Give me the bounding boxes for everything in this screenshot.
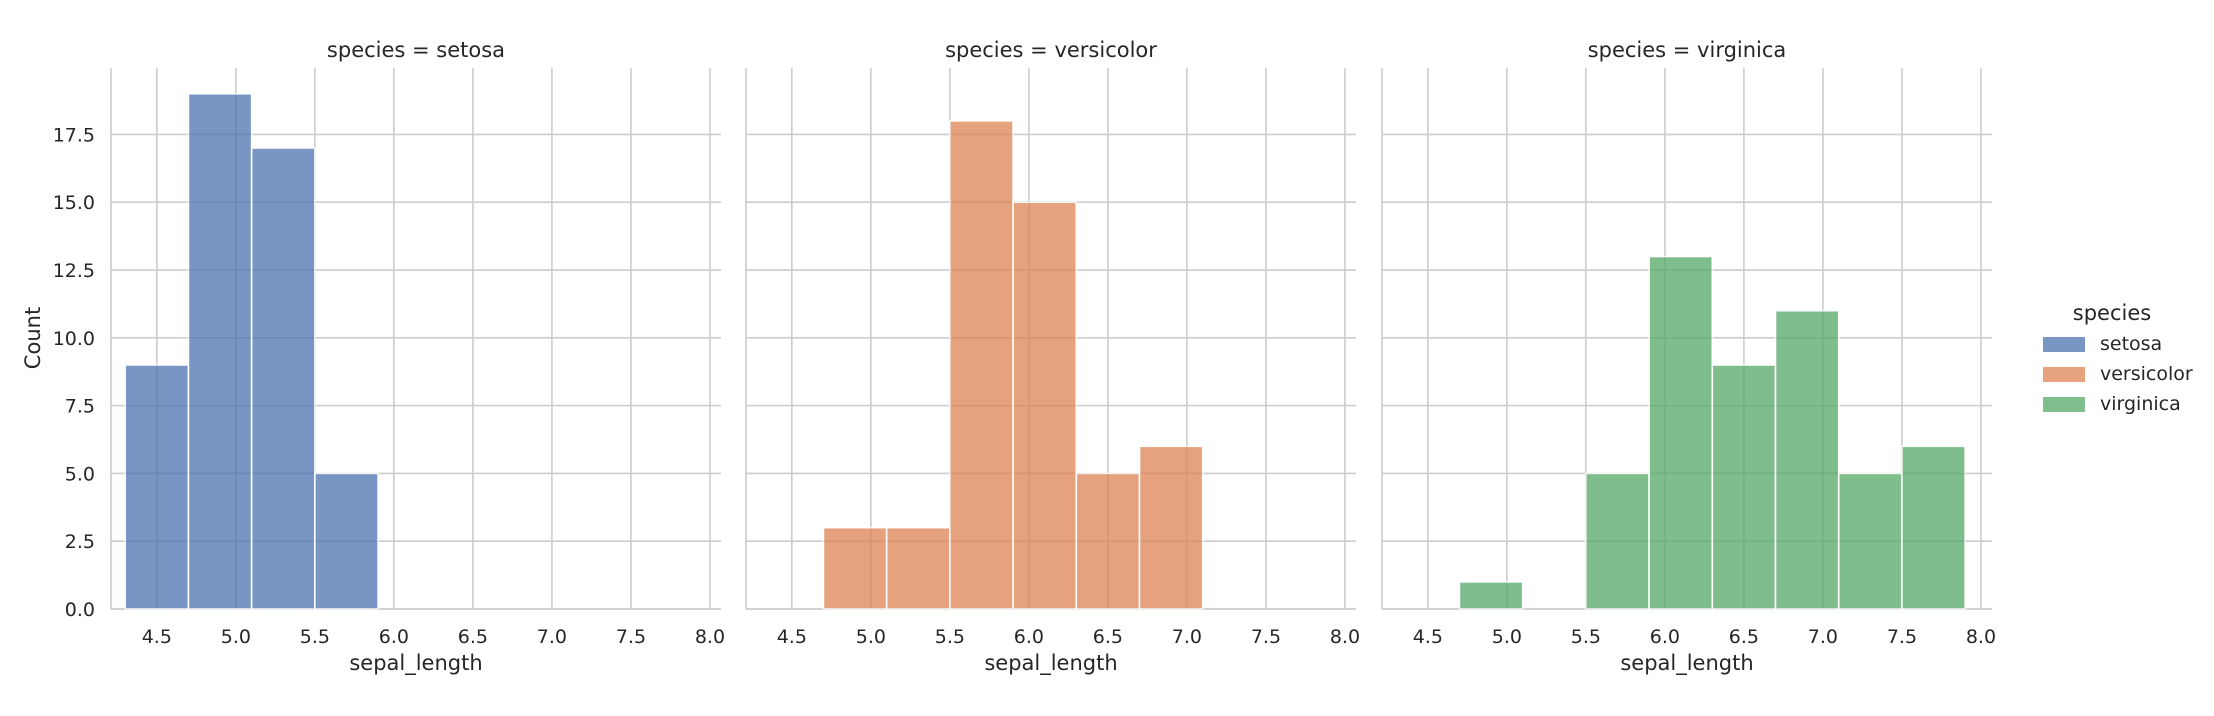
x-tick-label: 5.0	[856, 626, 886, 648]
x-tick-label: 6.5	[1729, 626, 1759, 648]
bar-versicolor-bin-4	[1012, 201, 1078, 610]
panel-setosa: 4.5 5.0 5.5 6.0 6.5 7.0 7.5 8.0 0.0 2.5 5.0 7.5 10.0…	[53, 38, 725, 676]
legend-swatch-versicolor	[2043, 367, 2085, 382]
bar-versicolor-bin-5	[1075, 472, 1141, 610]
x-tick-label: 5.0	[221, 626, 251, 648]
x-tick-label: 8.0	[1966, 626, 1996, 648]
y-tick-label: 10.0	[53, 328, 95, 350]
x-tick-label: 6.0	[1014, 626, 1044, 648]
bar-virginica-bin-7	[1837, 472, 1903, 610]
x-tick-label: 6.5	[1093, 626, 1123, 648]
legend-swatch-setosa	[2043, 337, 2085, 352]
x-tick-label: 5.0	[1492, 626, 1522, 648]
bar-virginica-bin-6	[1774, 309, 1840, 610]
bar-versicolor-bin-6	[1138, 445, 1204, 610]
x-axis-label: sepal_length	[984, 651, 1117, 676]
x-tick-label: 4.5	[1413, 626, 1443, 648]
x-tick-label: 6.0	[1650, 626, 1680, 648]
x-tick-label: 6.0	[379, 626, 409, 648]
x-tick-label: 4.5	[142, 626, 172, 648]
y-axis-label: Count	[21, 307, 45, 369]
bar-versicolor-bin-1	[822, 526, 888, 610]
y-tick-label: 17.5	[53, 124, 95, 146]
x-tick-label: 7.0	[1172, 626, 1202, 648]
bar-virginica-bin-5	[1711, 364, 1777, 610]
legend-label-virginica: virginica	[2100, 393, 2181, 415]
legend-swatch-virginica	[2043, 397, 2085, 412]
legend-label-setosa: setosa	[2100, 333, 2162, 355]
panel-title: species = virginica	[1588, 38, 1787, 62]
y-tick-label: 2.5	[65, 531, 95, 553]
bar-virginica-bin-4	[1648, 255, 1714, 610]
panel-title: species = setosa	[327, 38, 505, 62]
x-tick-label: 7.0	[537, 626, 567, 648]
bar-setosa-bin-0	[124, 364, 190, 610]
x-tick-label: 7.5	[1887, 626, 1917, 648]
bar-setosa-bin-2	[250, 147, 316, 610]
x-axis-label: sepal_length	[349, 651, 482, 676]
panel-title: species = versicolor	[945, 38, 1157, 62]
y-tick-label: 7.5	[65, 396, 95, 418]
panel-versicolor: 4.5 5.0 5.5 6.0 6.5 7.0 7.5 8.0 species = versic…	[745, 38, 1360, 676]
y-tick-label: 5.0	[65, 463, 95, 485]
bar-versicolor-bin-3	[949, 120, 1014, 610]
x-tick-label: 5.5	[935, 626, 965, 648]
bar-setosa-bin-3	[314, 472, 379, 610]
y-tick-label: 15.0	[53, 192, 95, 214]
x-tick-label: 4.5	[777, 626, 807, 648]
x-tick-label: 7.0	[1808, 626, 1838, 648]
x-tick-label: 8.0	[695, 626, 725, 648]
x-tick-label: 5.5	[1571, 626, 1601, 648]
x-tick-label: 8.0	[1330, 626, 1360, 648]
panel-virginica: 4.5 5.0 5.5 6.0 6.5 7.0 7.5 8.0 species = virgin…	[1381, 38, 1996, 676]
bar-versicolor-bin-2	[885, 526, 951, 610]
x-tick-label: 5.5	[300, 626, 330, 648]
bar-virginica-bin-3	[1585, 472, 1650, 610]
x-tick-label: 7.5	[1251, 626, 1281, 648]
bar-virginica-bin-8	[1901, 445, 1966, 610]
y-tick-label: 12.5	[53, 260, 95, 282]
y-tick-label: 0.0	[65, 599, 95, 621]
legend: species setosa versicolor virginica	[2043, 301, 2193, 415]
legend-items: setosa versicolor virginica	[2043, 333, 2193, 415]
facet-panels: 4.5 5.0 5.5 6.0 6.5 7.0 7.5 8.0 0.0 2.5 5.0 7.5 10.0…	[53, 38, 1996, 676]
x-axis-label: sepal_length	[1620, 651, 1753, 676]
bar-setosa-bin-1	[187, 92, 253, 610]
legend-label-versicolor: versicolor	[2100, 363, 2193, 385]
x-tick-label: 6.5	[458, 626, 488, 648]
x-tick-label: 7.5	[616, 626, 646, 648]
legend-title: species	[2073, 301, 2151, 325]
bar-virginica-bin-1	[1458, 581, 1524, 610]
